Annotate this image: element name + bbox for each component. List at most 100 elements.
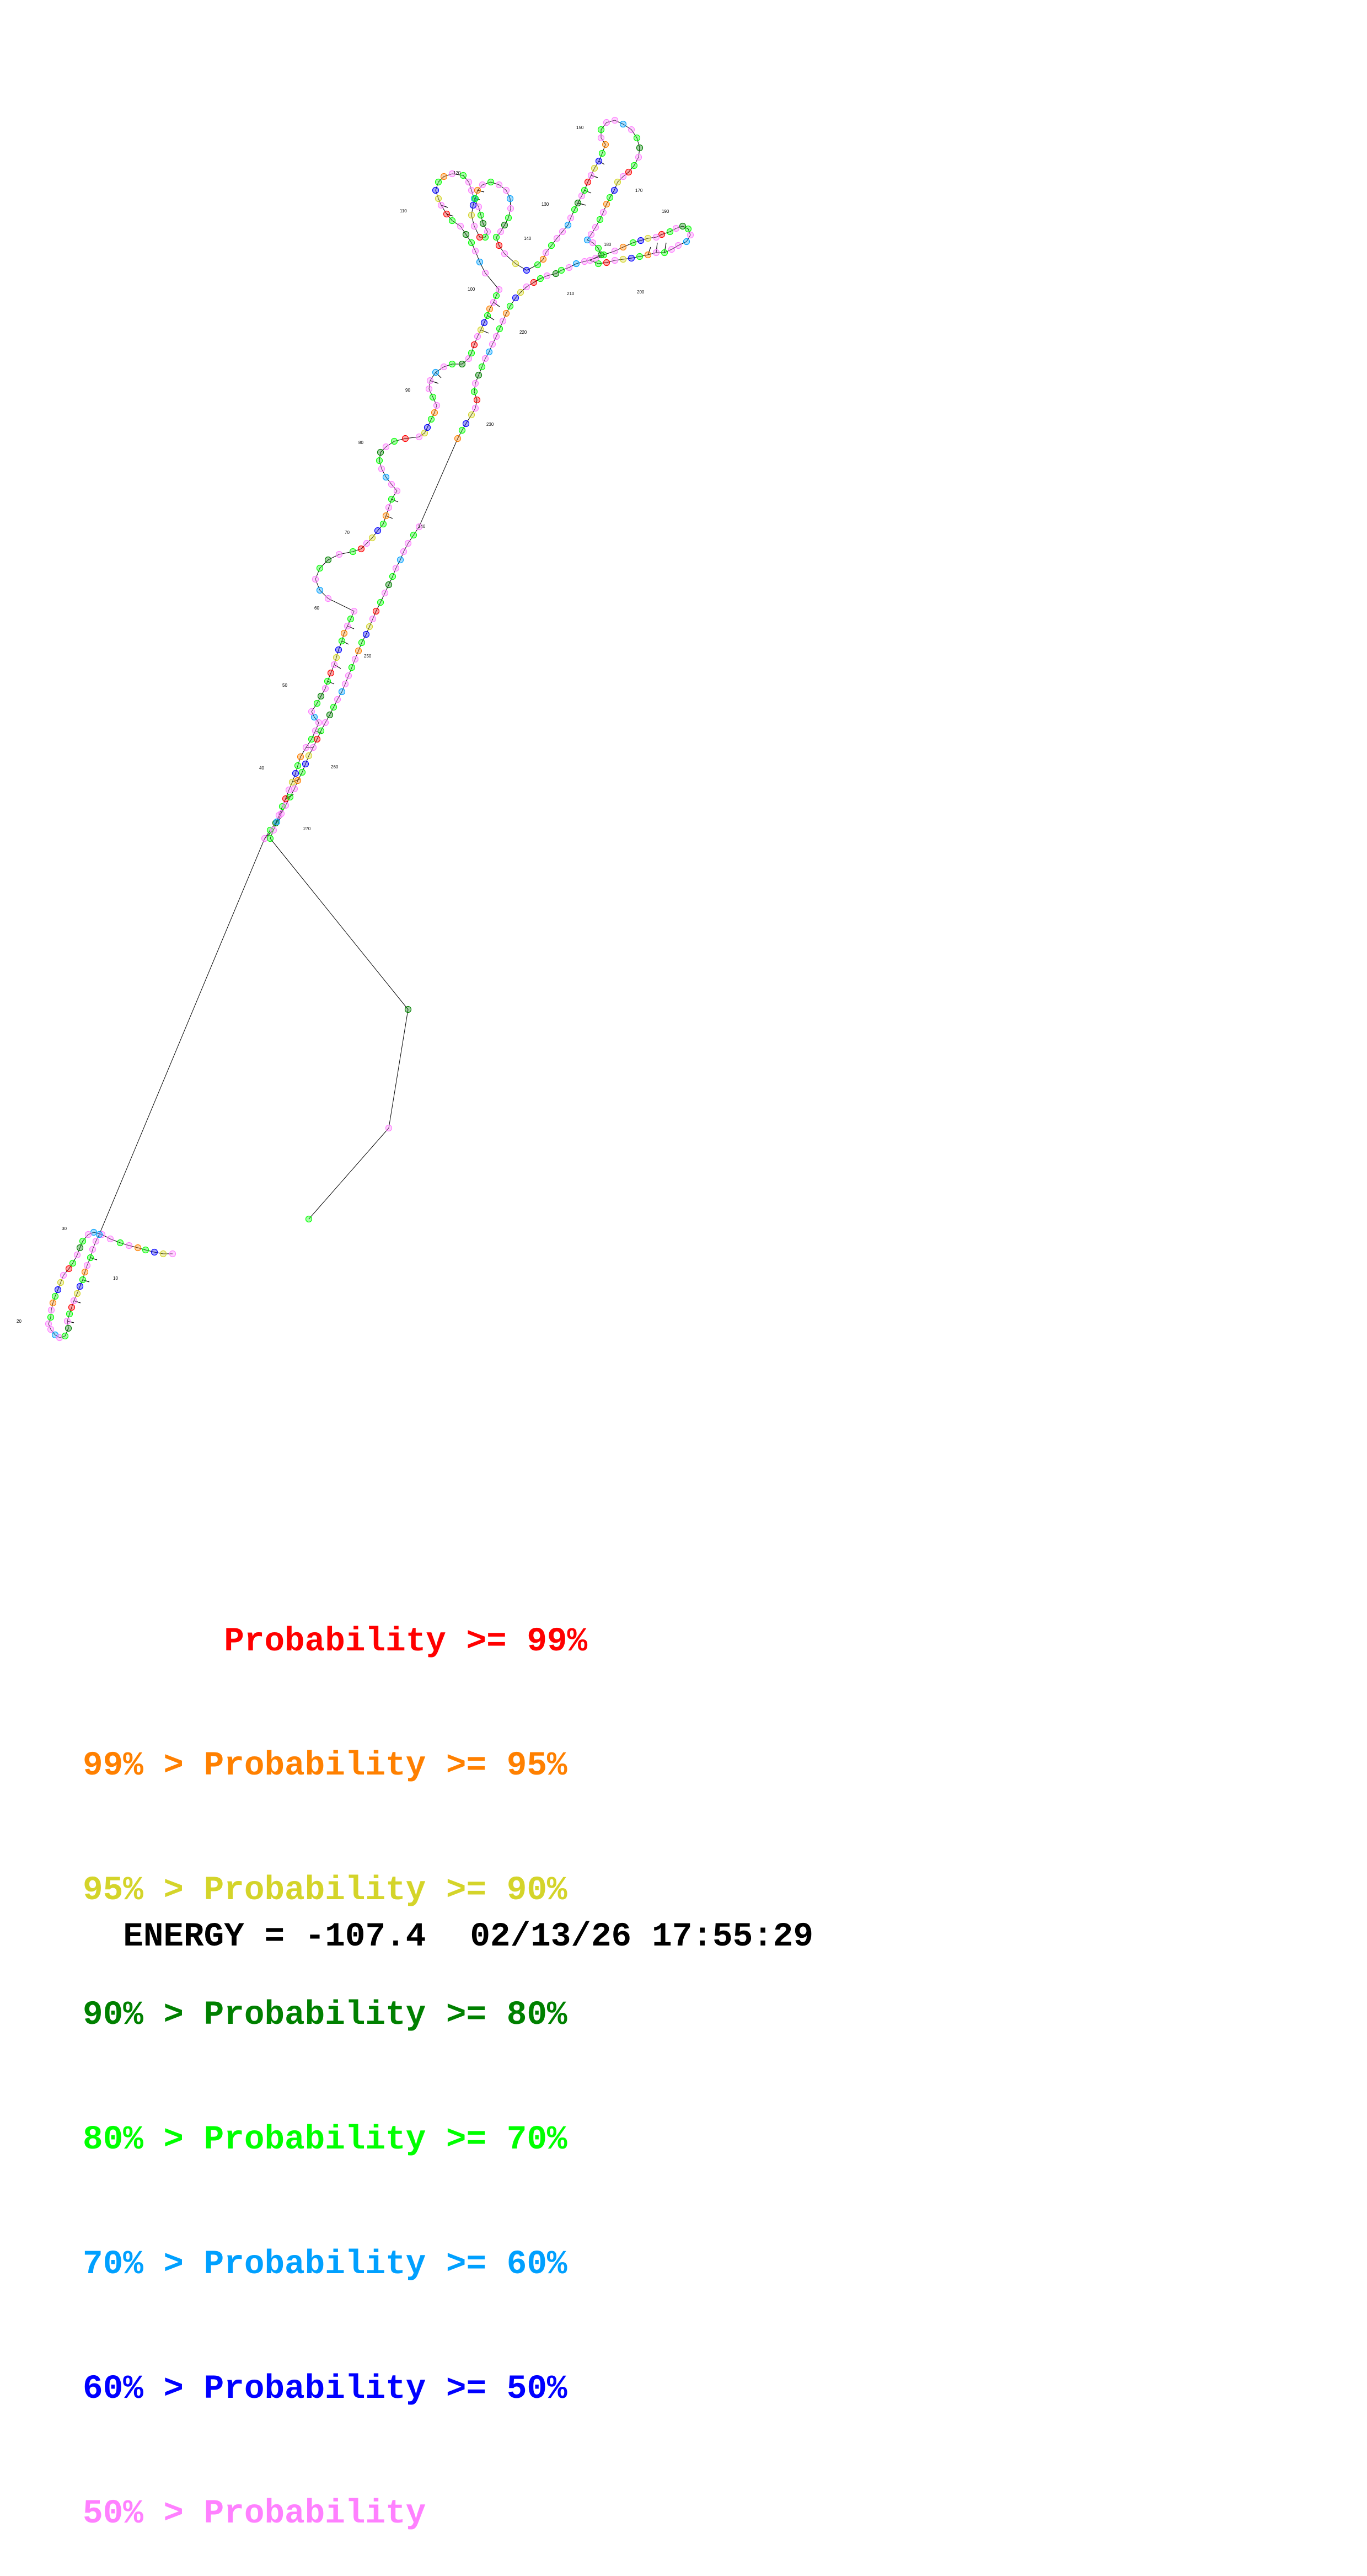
nucleotide	[684, 225, 692, 233]
nucleotide	[298, 768, 306, 776]
nucleotide	[633, 134, 641, 142]
nucleotide	[468, 349, 475, 357]
nucleotide	[56, 1334, 63, 1342]
nucleotide	[485, 348, 493, 356]
nucleotide	[54, 1286, 62, 1294]
nucleotide	[382, 443, 390, 451]
nucleotide	[345, 672, 352, 680]
nucleotide	[369, 615, 377, 623]
nucleotide	[335, 551, 343, 558]
nucleotide	[169, 1250, 176, 1258]
nucleotide	[379, 520, 387, 528]
nucleotide	[333, 654, 340, 661]
position-label: 30	[62, 1226, 67, 1231]
nucleotide	[65, 1265, 73, 1273]
nucleotide	[90, 1228, 98, 1236]
nucleotide	[537, 275, 544, 282]
nucleotide	[277, 810, 285, 817]
nucleotide	[385, 1124, 393, 1132]
nucleotide	[475, 203, 483, 211]
time-stamp: 17:55:29	[652, 1918, 814, 1956]
nucleotide	[484, 312, 491, 319]
nucleotide	[603, 259, 610, 266]
nucleotide	[661, 249, 668, 256]
nucleotide	[404, 1006, 412, 1013]
base-pair	[334, 664, 341, 669]
nucleotide	[308, 708, 315, 715]
nucleotide	[470, 222, 478, 230]
nucleotide	[266, 835, 274, 842]
base-pair	[664, 242, 667, 253]
nucleotide	[440, 173, 448, 180]
nucleotide	[372, 607, 380, 615]
nucleotide	[475, 371, 483, 379]
nucleotide	[435, 178, 442, 186]
nucleotide	[57, 1279, 65, 1286]
nucleotide	[592, 254, 599, 262]
legend-row-60: 70% > Probability >= 60%	[83, 2246, 567, 2284]
nucleotide	[465, 355, 473, 362]
nucleotide	[317, 727, 325, 735]
nucleotide	[668, 245, 676, 253]
nucleotide	[297, 753, 304, 761]
nucleotide	[363, 539, 371, 547]
nucleotide	[362, 630, 370, 638]
nucleotide	[597, 134, 605, 142]
base-pair	[391, 499, 399, 503]
nucleotide	[73, 1251, 81, 1259]
nucleotide	[474, 186, 481, 194]
nucleotide	[368, 534, 376, 542]
nucleotide	[594, 260, 602, 268]
nucleotide	[349, 548, 357, 555]
nucleotide	[61, 1332, 69, 1340]
position-label: 180	[604, 242, 612, 247]
nucleotide	[330, 661, 338, 669]
nucleotide	[487, 178, 495, 186]
legend-row-50: 60% > Probability >= 50%	[83, 2370, 567, 2408]
nucleotide	[285, 786, 293, 794]
legend-row-99: Probability >= 99%	[83, 1622, 588, 1661]
nucleotide	[637, 237, 645, 244]
nucleotide	[151, 1248, 158, 1256]
nucleotide	[468, 186, 475, 194]
nucleotide	[501, 250, 508, 258]
nucleotide	[479, 181, 486, 189]
nucleotide	[355, 647, 362, 655]
nucleotide	[305, 752, 313, 760]
nucleotide	[628, 254, 635, 262]
base-pair	[73, 1300, 81, 1303]
nucleotide	[385, 504, 393, 511]
nucleotide	[471, 247, 479, 255]
nucleotide	[658, 231, 666, 238]
nucleotide	[393, 487, 401, 495]
nucleotide	[302, 744, 310, 751]
nucleotide	[125, 1242, 133, 1249]
nucleotide	[459, 172, 467, 179]
nucleotide	[427, 415, 435, 423]
nucleotide	[481, 233, 489, 241]
nucleotide	[60, 1271, 67, 1279]
nucleotide	[309, 744, 317, 751]
nucleotide	[390, 437, 398, 445]
nucleotide	[81, 1268, 89, 1276]
nucleotide	[486, 305, 494, 313]
nucleotide	[305, 1215, 313, 1223]
nucleotide	[377, 598, 384, 606]
nucleotide	[294, 762, 302, 769]
nucleotide	[458, 360, 466, 368]
nucleotide	[589, 239, 597, 247]
nucleotide	[310, 713, 318, 721]
nucleotide	[474, 333, 481, 340]
nucleotide	[478, 363, 486, 371]
nucleotide	[321, 685, 329, 692]
nucleotide	[92, 1237, 100, 1245]
legend-row-80: 90% > Probability >= 80%	[83, 1996, 567, 2035]
nucleotide	[317, 692, 325, 700]
legend-row-70: 80% > Probability >= 70%	[83, 2121, 567, 2160]
nucleotide	[502, 309, 510, 317]
nucleotide	[70, 1297, 78, 1305]
base-pair	[520, 286, 527, 293]
position-label: 100	[468, 287, 475, 292]
nucleotide	[552, 270, 560, 277]
base-pair	[446, 213, 454, 217]
